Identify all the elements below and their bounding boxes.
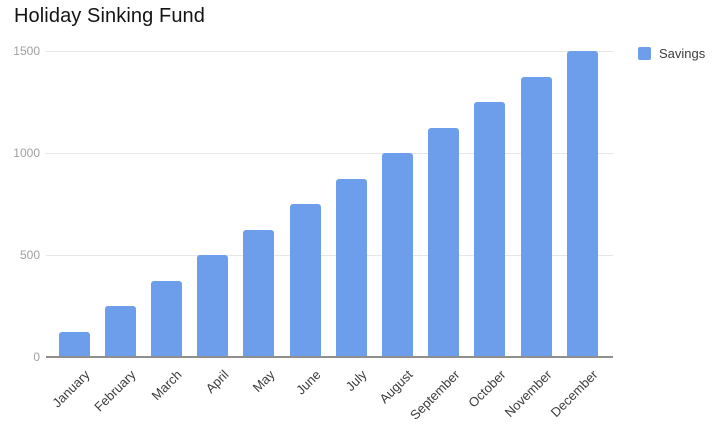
chart-title: Holiday Sinking Fund [14,5,205,27]
y-axis-tick-label-1500: 1500 [13,44,40,58]
bar-july[interactable] [335,178,367,357]
x-axis-tick-label-march: March [148,367,185,404]
bar-march[interactable] [150,280,182,357]
x-axis-tick-label-december: December [547,367,601,421]
bar-may[interactable] [243,229,275,357]
bar-april[interactable] [197,255,229,357]
bar-november[interactable] [520,76,552,357]
x-axis-tick-label-february: February [91,367,139,415]
x-axis-tick-label-may: May [249,367,278,395]
bar-august[interactable] [381,153,413,357]
x-axis-tick-label-november: November [501,367,555,421]
bar-february[interactable] [104,306,136,357]
bar-september[interactable] [428,127,460,357]
x-axis-tick-label-august: August [376,367,416,407]
y-axis-tick-label-1000: 1000 [13,146,40,160]
legend-label: Savings [659,46,706,61]
legend-color-swatch [638,47,651,60]
legend-item-savings[interactable]: Savings [638,47,705,60]
bar-june[interactable] [289,204,321,357]
y-axis-tick-label-500: 500 [19,248,40,262]
x-axis-tick-label-october: October [465,367,509,411]
x-axis-baseline [46,356,613,358]
bar-october[interactable] [474,102,506,357]
x-axis-tick-label-january: January [49,367,93,411]
x-axis-tick-label-april: April [202,367,232,397]
bar-january[interactable] [58,331,90,357]
x-axis-tick-label-july: July [342,367,370,394]
gridline-1500 [46,50,613,52]
gridline-1000 [46,152,613,154]
x-axis-tick-label-june: June [293,367,324,398]
x-axis-tick-label-september: September [406,367,463,423]
gridline-500 [46,254,613,256]
bar-december[interactable] [566,51,598,357]
y-axis-tick-label-0: 0 [33,350,40,364]
